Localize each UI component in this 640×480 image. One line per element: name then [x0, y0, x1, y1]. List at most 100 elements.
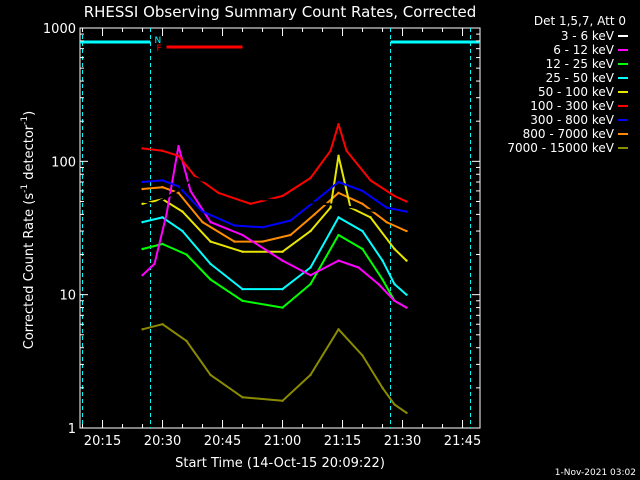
timestamp: 1-Nov-2021 03:02	[555, 468, 636, 478]
series-line-1	[141, 145, 407, 309]
data-point-3	[141, 220, 144, 224]
legend-label: 6 - 12 keV	[553, 43, 615, 57]
data-point-7	[161, 185, 164, 189]
data-point-0	[337, 203, 340, 207]
data-point-1	[281, 259, 284, 262]
data-point-3	[381, 259, 384, 262]
data-point-0	[153, 202, 156, 206]
y-tick-label: 1000	[43, 22, 76, 37]
x-axis-label: Start Time (14-Oct-15 20:09:22)	[175, 456, 385, 471]
data-point-1	[337, 259, 340, 262]
data-point-8	[209, 373, 212, 377]
data-point-0	[377, 210, 380, 213]
legend-label: 100 - 300 keV	[530, 99, 614, 113]
data-point-5	[177, 154, 180, 158]
data-point-8	[241, 396, 244, 399]
data-point-0	[405, 226, 408, 229]
data-point-6	[385, 206, 388, 209]
data-point-4	[337, 154, 340, 158]
data-point-6	[141, 180, 144, 184]
legend-label: 50 - 100 keV	[538, 85, 615, 99]
data-point-0	[173, 191, 176, 195]
x-tick-label: 20:45	[204, 434, 241, 449]
data-point-5	[141, 147, 144, 150]
x-tick-label: 21:30	[384, 434, 421, 449]
data-point-4	[393, 247, 396, 251]
data-point-5	[161, 149, 164, 152]
data-point-1	[141, 273, 144, 277]
plot-area: NF	[79, 27, 481, 429]
x-tick-label: 21:00	[264, 434, 301, 449]
data-point-8	[381, 386, 384, 390]
data-point-2	[141, 247, 144, 251]
data-point-2	[361, 247, 364, 251]
data-point-1	[189, 189, 192, 193]
data-point-7	[233, 240, 236, 243]
data-point-2	[337, 233, 340, 237]
data-point-4	[209, 240, 212, 243]
data-point-1	[377, 282, 380, 286]
legend-label: 800 - 7000 keV	[523, 127, 615, 141]
data-point-0	[141, 200, 144, 203]
data-point-2	[241, 299, 244, 302]
data-point-7	[289, 233, 292, 237]
data-point-5	[369, 179, 372, 182]
data-point-6	[201, 210, 204, 213]
data-point-1	[241, 233, 244, 237]
y-tick-label: 10	[59, 289, 76, 304]
data-point-1	[209, 220, 212, 224]
data-point-8	[361, 354, 364, 357]
x-tick-label: 21:45	[444, 434, 481, 449]
data-point-6	[261, 226, 264, 229]
x-tick-label: 20:15	[84, 434, 121, 449]
data-point-4	[141, 202, 144, 206]
legend-title: Det 1,5,7, Att 0	[534, 14, 626, 28]
data-point-7	[177, 191, 180, 195]
legend-label: 3 - 6 keV	[561, 29, 615, 43]
legend-label: 25 - 50 keV	[546, 71, 615, 85]
series-line-3	[142, 216, 408, 296]
data-point-6	[405, 210, 408, 213]
legend-label: 12 - 25 keV	[546, 57, 615, 71]
data-point-6	[337, 180, 340, 184]
legend-label: 300 - 800 keV	[530, 113, 614, 127]
data-point-4	[281, 250, 284, 253]
data-point-4	[309, 229, 312, 233]
data-point-6	[233, 224, 236, 227]
data-point-7	[337, 191, 340, 195]
data-point-3	[181, 229, 184, 233]
data-point-5	[217, 191, 220, 195]
data-point-3	[309, 266, 312, 269]
data-point-5	[329, 149, 332, 152]
x-tick-label: 20:30	[144, 434, 181, 449]
data-point-7	[361, 202, 364, 206]
data-point-5	[405, 200, 408, 203]
x-tick-label: 21:15	[324, 434, 361, 449]
data-point-0	[193, 176, 196, 180]
data-point-8	[405, 411, 408, 415]
y-tick-label: 1	[68, 422, 76, 437]
plot-frame	[79, 27, 481, 429]
data-point-8	[281, 399, 284, 402]
data-point-2	[281, 306, 284, 309]
data-point-1	[165, 213, 168, 216]
data-point-2	[309, 282, 312, 286]
data-point-3	[337, 216, 340, 219]
data-point-8	[393, 403, 396, 406]
data-point-0	[221, 185, 224, 188]
series-line-2	[142, 234, 407, 309]
series-line-6	[142, 179, 407, 229]
data-point-2	[185, 253, 188, 256]
data-point-8	[185, 339, 188, 343]
data-point-4	[181, 210, 184, 213]
data-point-0	[353, 206, 356, 209]
data-point-3	[161, 216, 164, 219]
flag-marker-n: N	[155, 36, 162, 46]
data-point-3	[209, 262, 212, 266]
data-point-7	[313, 213, 316, 216]
flag-marker-f: F	[157, 44, 162, 54]
data-point-0	[321, 202, 324, 206]
data-point-5	[337, 122, 340, 126]
